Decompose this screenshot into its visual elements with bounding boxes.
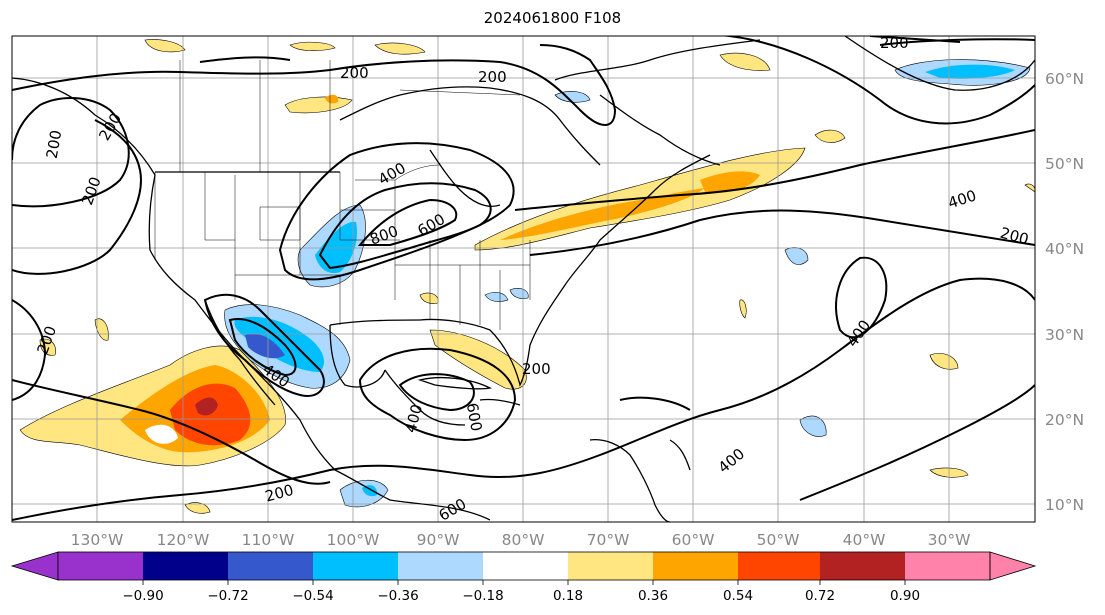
lon-label: 130°W bbox=[71, 531, 124, 549]
lon-label: 70°W bbox=[587, 531, 630, 549]
map-title: 2024061800 F108 bbox=[483, 9, 622, 27]
graticule bbox=[12, 36, 1035, 522]
lat-label: 20°N bbox=[1045, 411, 1084, 429]
colorbar-segment bbox=[313, 552, 398, 580]
contour-200-atlantic bbox=[719, 36, 1035, 125]
colorbar-segment bbox=[653, 552, 738, 580]
lon-label: 40°W bbox=[843, 531, 886, 549]
plot-frame bbox=[11, 35, 1036, 523]
colorbar-tick-label: −0.72 bbox=[207, 588, 248, 604]
contour-200-west bbox=[12, 97, 130, 208]
warm-anomaly-gulf bbox=[429, 329, 527, 390]
colorbar-tick-label: −0.90 bbox=[122, 588, 163, 604]
contour-label: 600 bbox=[463, 401, 486, 432]
contour-gulf-low bbox=[358, 347, 517, 442]
lon-label: 100°W bbox=[327, 531, 380, 549]
shaded-fields bbox=[19, 39, 1035, 514]
contour-label: 200 bbox=[95, 110, 125, 144]
colorbar-extend-right bbox=[989, 551, 1037, 581]
contour-200-caribbean bbox=[619, 396, 691, 411]
colorbar-segment bbox=[143, 552, 228, 580]
contour-200-ne bbox=[879, 38, 1035, 46]
contour-lines bbox=[12, 36, 1035, 521]
colorbar-segment bbox=[820, 552, 905, 580]
colorbar-tick-label: −0.54 bbox=[292, 588, 333, 604]
latitude-labels: 60°N 50°N 40°N 30°N 20°N 10°N bbox=[1045, 70, 1084, 514]
contour-200-north-b bbox=[199, 56, 291, 63]
colorbar-segment bbox=[738, 552, 820, 580]
contour-label: 400 bbox=[946, 186, 979, 212]
colorbar-segment bbox=[398, 552, 483, 580]
contour-label: 600 bbox=[436, 495, 470, 525]
colorbar-tick-label: 0.90 bbox=[890, 588, 920, 604]
contour-mexico-high bbox=[203, 293, 325, 397]
colorbar-segment bbox=[483, 552, 568, 580]
contour-400-nw bbox=[12, 119, 142, 275]
contour-400-ellipse bbox=[835, 256, 888, 339]
contour-label: 200 bbox=[78, 174, 105, 207]
lat-label: 40°N bbox=[1045, 240, 1084, 258]
lon-label: 120°W bbox=[157, 531, 210, 549]
colorbar-tick-label: 0.36 bbox=[638, 588, 668, 604]
lat-label: 10°N bbox=[1045, 496, 1084, 514]
lat-label: 50°N bbox=[1045, 155, 1084, 173]
colorbar-segment bbox=[58, 552, 143, 580]
lon-label: 30°W bbox=[928, 531, 971, 549]
lat-label: 60°N bbox=[1045, 70, 1084, 88]
colorbar: −0.90 −0.72 −0.54 −0.36 −0.18 0.18 0.36 … bbox=[10, 551, 1037, 604]
contour-label: 200 bbox=[478, 68, 507, 86]
political-boundaries bbox=[154, 60, 531, 330]
contour-label: 800 bbox=[367, 222, 400, 249]
colorbar-extend-left bbox=[10, 551, 59, 581]
colorbar-tick-label: 0.18 bbox=[553, 588, 583, 604]
contour-label: 200 bbox=[340, 64, 369, 82]
contour-gulf-low-inner bbox=[398, 373, 475, 412]
contour-400-atlantic bbox=[799, 384, 1035, 501]
contour-mexico-high-inner bbox=[228, 318, 297, 377]
colorbar-segment bbox=[228, 552, 313, 580]
contour-800-ring bbox=[357, 198, 458, 246]
colorbar-tick-label: 0.54 bbox=[723, 588, 753, 604]
contour-label: 400 bbox=[401, 402, 426, 434]
colorbar-tick-label: −0.18 bbox=[462, 588, 503, 604]
lon-label: 90°W bbox=[417, 531, 460, 549]
lon-label: 60°W bbox=[672, 531, 715, 549]
contour-200-east bbox=[529, 209, 1035, 256]
contour-label: 200 bbox=[880, 34, 909, 52]
map-plot: 200 200 200 200 200 200 200 200 200 200 … bbox=[12, 34, 1035, 525]
colorbar-segment bbox=[905, 552, 990, 580]
colorbar-segment bbox=[568, 552, 653, 580]
contour-label: 200 bbox=[43, 129, 66, 160]
contour-label: 400 bbox=[715, 445, 749, 477]
lat-label: 30°N bbox=[1045, 326, 1084, 344]
lon-label: 80°W bbox=[502, 531, 545, 549]
contour-200-arctic bbox=[869, 36, 961, 43]
contour-400-ring bbox=[278, 142, 515, 281]
contour-label: 200 bbox=[33, 323, 60, 356]
contour-400-east bbox=[514, 129, 1035, 211]
longitude-labels: 130°W 120°W 110°W 100°W 90°W 80°W 70°W 6… bbox=[71, 531, 971, 549]
colorbar-tick-label: −0.36 bbox=[377, 588, 418, 604]
contour-600-ring bbox=[318, 182, 492, 270]
contour-200-pacific bbox=[12, 299, 47, 401]
colorbar-tick-label: 0.72 bbox=[805, 588, 835, 604]
contour-label: 200 bbox=[522, 360, 551, 378]
lon-label: 110°W bbox=[242, 531, 295, 549]
contour-200-north bbox=[12, 44, 617, 126]
contour-200-south bbox=[12, 277, 1035, 521]
lon-label: 50°W bbox=[757, 531, 800, 549]
contour-label: 200 bbox=[998, 224, 1030, 249]
